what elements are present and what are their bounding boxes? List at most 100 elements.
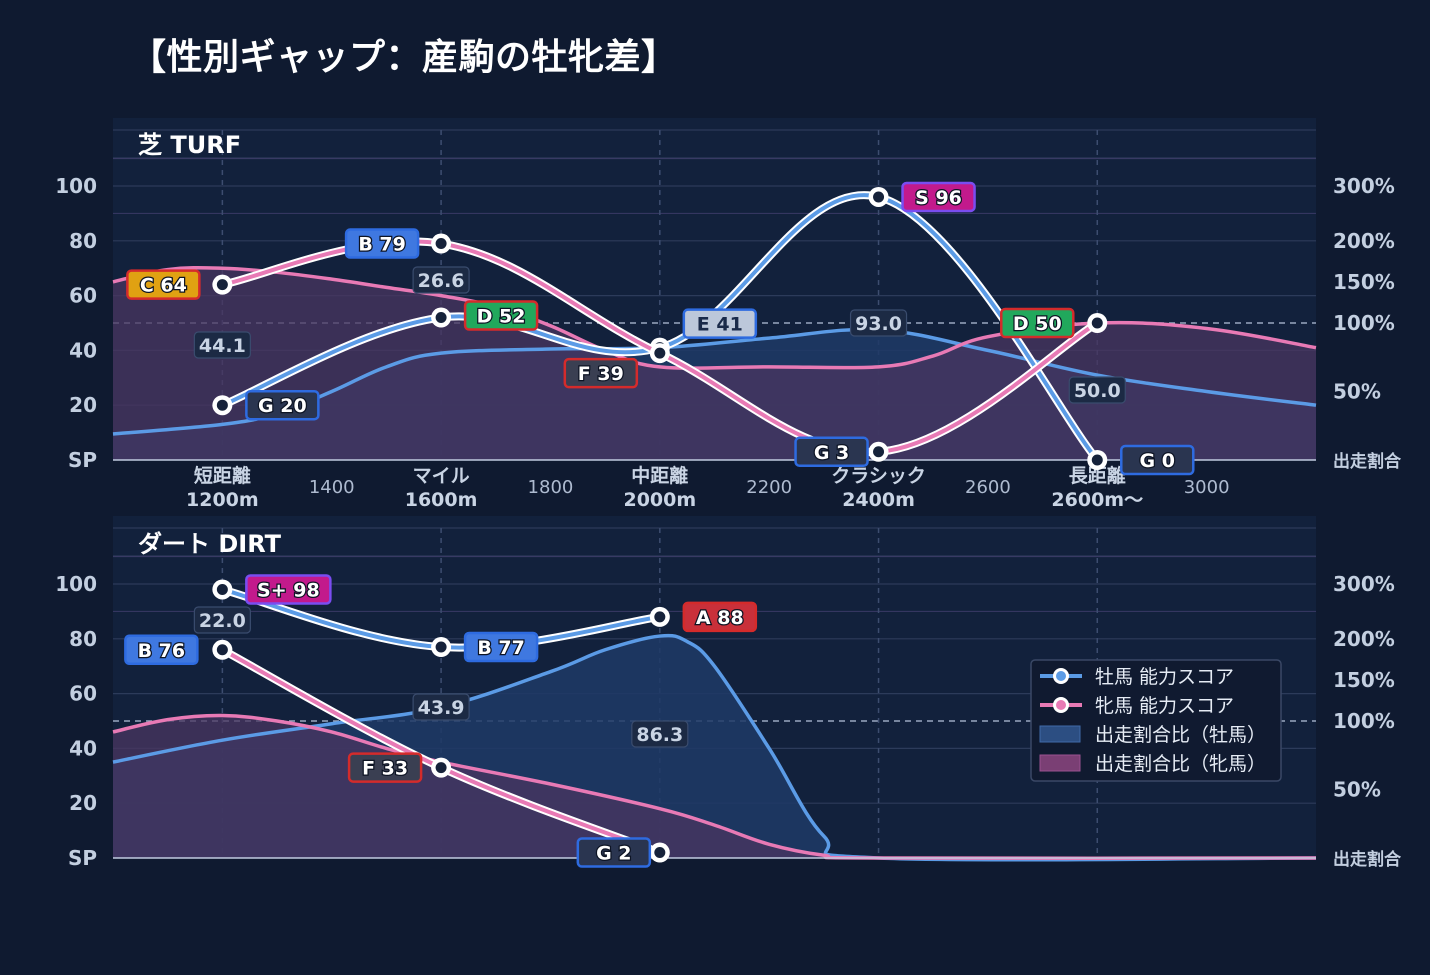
grade-badge: E 41 <box>682 308 758 339</box>
grade-badge-label: D 52 <box>477 306 526 328</box>
x-minor-tick-label: 2600 <box>965 477 1011 498</box>
panel-title: ダート DIRT <box>138 530 282 558</box>
ratio-label-box <box>193 331 251 359</box>
male-score-marker-inner <box>435 312 447 324</box>
legend-item-label: 出走割合比（牝馬） <box>1095 753 1266 775</box>
male-score-marker-inner <box>1091 454 1103 466</box>
grade-badge-box <box>1000 307 1075 339</box>
panel-title: 芝 TURF <box>138 131 241 159</box>
x-category-label-line: 2000m <box>623 489 696 511</box>
grade-badge: G 20 <box>245 389 320 421</box>
x-category-label: マイル 1600m <box>405 465 478 511</box>
grade-badge-box <box>682 601 758 633</box>
female-score-marker-inner <box>654 347 666 359</box>
y-tick-label: 20 <box>69 393 97 417</box>
legend-male-marker-inner <box>1056 671 1066 681</box>
right-tick-label: 200% <box>1333 627 1395 651</box>
grade-badge: S+ 98 <box>245 574 332 605</box>
grade-badge-label: G 3 <box>814 442 849 464</box>
ratio-label: 22.0 <box>199 610 246 632</box>
x-minor-tick-label: 2200 <box>746 477 792 498</box>
grade-badge: S 96 <box>901 181 976 213</box>
legend-item-label: 牡馬 能力スコア <box>1095 666 1234 688</box>
ratio-label: 43.9 <box>418 697 465 719</box>
grade-badge-box <box>463 631 539 663</box>
x-category-label-line: 1600m <box>405 489 478 511</box>
female-score-marker-inner <box>1091 317 1103 329</box>
ratio-label: 50.0 <box>1074 380 1121 402</box>
right-tick-label: 出走割合 <box>1333 849 1402 870</box>
ratio-label-box <box>412 266 470 294</box>
y-tick-label: 60 <box>69 284 97 308</box>
grade-badge-box <box>344 228 420 259</box>
x-category-label: 長距離 2600m〜 <box>1051 464 1143 511</box>
female-score-marker-inner <box>435 762 447 774</box>
grade-badge-box <box>245 574 332 605</box>
grade-badge-label: D 50 <box>1013 313 1062 335</box>
x-category-label-line: 長距離 <box>1069 464 1126 487</box>
x-minor-tick-label: 1400 <box>309 477 355 498</box>
grade-badge: G 2 <box>576 837 652 868</box>
right-tick-label: 200% <box>1333 229 1395 253</box>
chart-title: 【性別ギャップ：産駒の牡牝差】 <box>130 37 678 78</box>
area-female-ratio <box>113 715 1316 859</box>
area-female-ratio <box>113 267 1316 460</box>
x-category-label-line: 2600m〜 <box>1051 489 1143 511</box>
x-minor-tick-label: 1800 <box>528 477 574 498</box>
grade-badge-box <box>463 300 539 331</box>
male-score-marker-inner <box>654 611 666 623</box>
grade-badge-box <box>901 181 976 213</box>
legend-item-label: 牝馬 能力スコア <box>1095 695 1234 717</box>
grade-badge: F 39 <box>563 357 639 389</box>
grade-badge-box <box>347 752 423 783</box>
right-tick-label: 300% <box>1333 174 1395 198</box>
x-category-label-line: マイル <box>413 465 470 487</box>
grade-badge: C 64 <box>126 269 201 300</box>
ratio-label: 93.0 <box>855 313 902 335</box>
grade-badge-label: G 0 <box>1140 450 1175 472</box>
ratio-label-box <box>412 693 470 721</box>
grade-badge-box <box>124 634 199 666</box>
right-tick-label: 150% <box>1333 270 1395 294</box>
ratio-label-box <box>849 309 908 337</box>
right-tick-label: 300% <box>1333 572 1395 596</box>
grade-badge-label: B 76 <box>138 640 186 662</box>
legend-female-marker-inner <box>1056 700 1066 710</box>
x-category-label: 中距離 2000m <box>623 464 696 511</box>
female-score-marker-inner <box>873 446 885 458</box>
grade-badge-box <box>794 436 869 468</box>
grade-badge: D 52 <box>463 300 539 331</box>
x-category-label-line: 2400m <box>842 489 915 511</box>
male-score-marker-inner <box>216 583 228 595</box>
ratio-label-box <box>631 720 689 748</box>
grade-badge-box <box>126 269 201 300</box>
legend-box <box>1030 659 1282 782</box>
grade-badge-label: B 79 <box>358 234 406 256</box>
y-tick-label: 80 <box>69 229 97 253</box>
ratio-label: 26.6 <box>418 270 465 292</box>
right-tick-label: 50% <box>1333 380 1381 404</box>
right-tick-label: 150% <box>1333 668 1395 692</box>
grade-badge-label: S+ 98 <box>257 579 320 601</box>
grade-badge: B 76 <box>124 634 199 666</box>
grade-badge-box <box>576 837 652 868</box>
grade-badge-box <box>245 389 320 421</box>
turf-panel: SP 20 40 60 80 100 出走割合 50% 100% 150% 200% 300% 芝 TU… <box>55 118 1402 511</box>
y-tick-label: 40 <box>69 338 97 362</box>
grade-badge-label: A 88 <box>696 607 744 629</box>
y-tick-label: 100 <box>55 174 97 198</box>
x-category-label-line: 短距離 <box>194 464 251 487</box>
right-tick-label: 100% <box>1333 709 1395 733</box>
grade-badge: F 33 <box>347 752 423 783</box>
y-tick-label: 80 <box>69 627 97 651</box>
grade-badge-label: S 96 <box>915 187 962 209</box>
grade-badge-label: G 2 <box>596 843 631 865</box>
ratio-label: 86.3 <box>636 724 683 746</box>
grade-badge-label: F 39 <box>578 363 624 385</box>
ratio-label-box <box>1068 376 1126 404</box>
right-tick-label: 100% <box>1333 311 1395 335</box>
grade-badge-label: F 33 <box>362 758 408 780</box>
x-minor-tick-label: 3000 <box>1184 477 1230 498</box>
